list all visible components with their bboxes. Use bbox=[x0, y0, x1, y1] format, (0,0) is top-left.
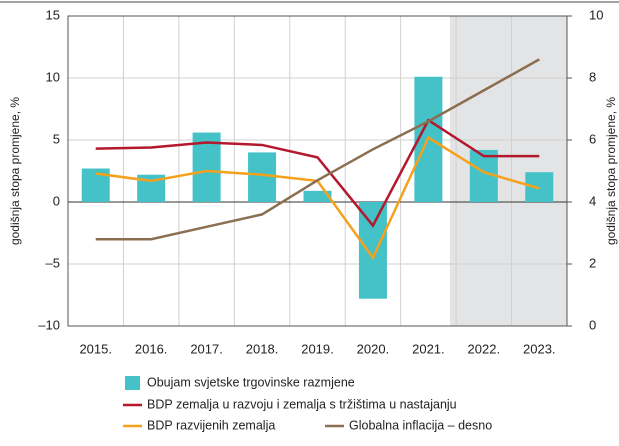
x-tick-label: 2018. bbox=[246, 341, 279, 356]
x-tick-label: 2017. bbox=[190, 341, 223, 356]
legend-label: Obujam svjetske trgovinske razmjene bbox=[147, 375, 355, 389]
y2-tick-label: 2 bbox=[589, 255, 596, 270]
y-axis-label: godišnja stopa promjene, % bbox=[8, 97, 22, 245]
y2-tick-label: 10 bbox=[589, 7, 603, 22]
y2-tick-label: 4 bbox=[589, 193, 596, 208]
y2-tick-label: 0 bbox=[589, 317, 596, 332]
line bbox=[95, 58, 540, 241]
legend-label: BDP razvijenih zemalja bbox=[147, 418, 275, 432]
bar bbox=[303, 190, 332, 202]
x-tick-label: 2015. bbox=[79, 341, 112, 356]
plot-frame bbox=[67, 15, 568, 327]
bar bbox=[358, 202, 387, 299]
x-tick-label: 2023. bbox=[523, 341, 556, 356]
y-tick-label: 10 bbox=[46, 69, 60, 84]
y-tick-label: –5 bbox=[46, 255, 60, 270]
y2-tick-label: 8 bbox=[589, 69, 596, 84]
y-tick-label: 15 bbox=[46, 7, 60, 22]
y-tick-label: 0 bbox=[53, 193, 60, 208]
y2-tick-label: 6 bbox=[589, 131, 596, 146]
y2-axis-label: godišnja stopa promjene, % bbox=[604, 97, 618, 245]
x-tick-label: 2022. bbox=[468, 341, 501, 356]
x-tick-label: 2019. bbox=[301, 341, 334, 356]
y-tick-label: –10 bbox=[38, 317, 60, 332]
legend-label: Globalna inflacija – desno bbox=[349, 418, 492, 432]
legend-label: BDP zemalja u razvoju i zemalja s tržišt… bbox=[147, 397, 457, 411]
legend-swatch bbox=[125, 376, 140, 390]
line bbox=[95, 118, 540, 228]
y-tick-label: 5 bbox=[53, 131, 60, 146]
x-tick-label: 2021. bbox=[412, 341, 445, 356]
forecast-shade bbox=[450, 16, 567, 326]
bar bbox=[248, 152, 277, 202]
x-tick-label: 2016. bbox=[135, 341, 168, 356]
x-tick-label: 2020. bbox=[357, 341, 390, 356]
